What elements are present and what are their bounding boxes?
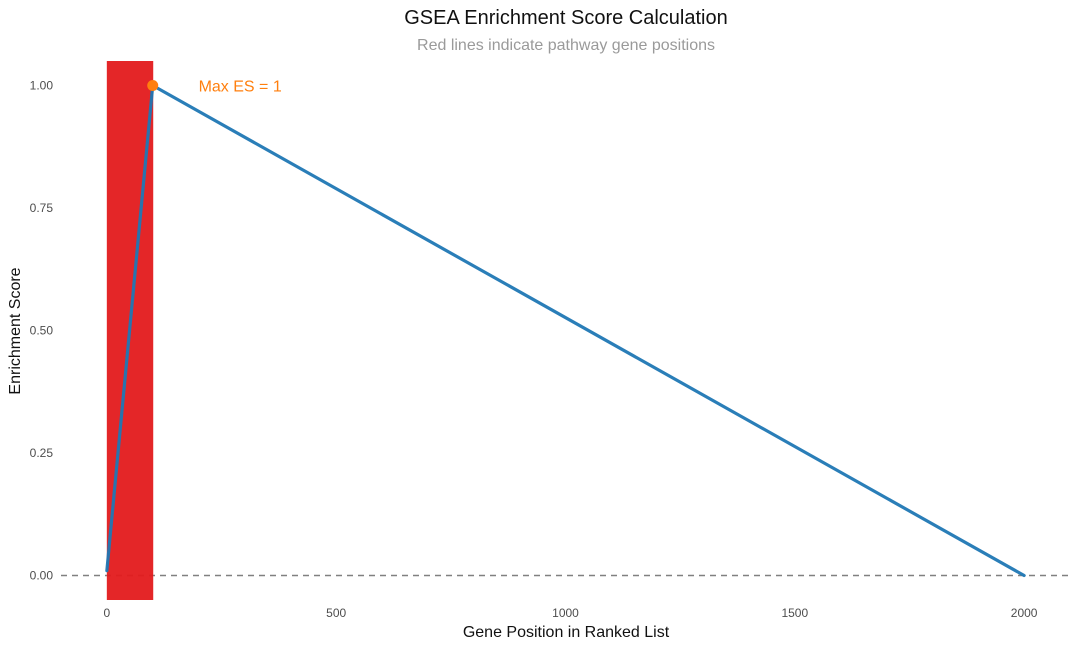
max-es-annotation: Max ES = 1	[199, 79, 282, 96]
y-tick-label: 0.50	[30, 324, 54, 338]
enrichment-score-line	[105, 83, 1026, 578]
chart-title: GSEA Enrichment Score Calculation	[404, 7, 728, 29]
x-tick-label: 1500	[781, 606, 808, 620]
chart-subtitle: Red lines indicate pathway gene position…	[417, 37, 715, 54]
y-tick-label: 0.75	[30, 201, 54, 215]
x-tick-label: 500	[326, 606, 346, 620]
y-tick-label: 0.25	[30, 446, 54, 460]
x-tick-label: 0	[104, 606, 111, 620]
plot-area: 0.00 0.25 0.50 0.75 1.00 0 500 1000 1500 2000 Max …	[30, 61, 1070, 620]
y-tick-label: 1.00	[30, 79, 54, 93]
x-tick-label: 2000	[1011, 606, 1038, 620]
x-tick-label: 1000	[552, 606, 579, 620]
y-axis-label: Enrichment Score	[7, 267, 24, 394]
max-es-point	[147, 80, 159, 91]
y-tick-label: 0.00	[30, 569, 54, 583]
x-axis-label: Gene Position in Ranked List	[463, 624, 670, 641]
